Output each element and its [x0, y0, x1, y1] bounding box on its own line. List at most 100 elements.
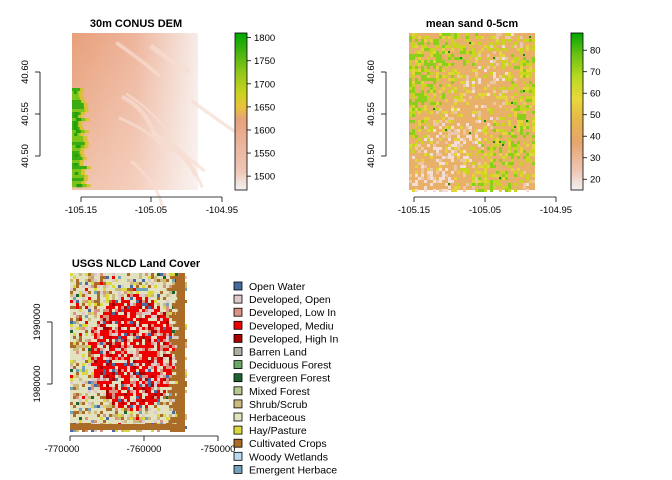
- nlcd-raster-cell: [139, 381, 142, 384]
- nlcd-raster-cell: [166, 384, 169, 387]
- nlcd-raster-cell: [163, 276, 166, 279]
- sand-raster-cell: [502, 48, 505, 51]
- nlcd-raster-cell: [91, 348, 94, 351]
- nlcd-raster-cell: [88, 279, 91, 282]
- sand-raster-cell: [457, 144, 460, 147]
- sand-raster-cell: [415, 165, 418, 168]
- sand-raster-cell: [508, 102, 511, 105]
- sand-raster-cell: [451, 63, 454, 66]
- sand-raster-cell: [433, 144, 436, 147]
- nlcd-raster-cell: [115, 309, 118, 312]
- nlcd-raster-cell: [177, 414, 185, 417]
- nlcd-raster-cell: [133, 309, 136, 312]
- sand-raster-cell: [463, 99, 466, 102]
- nlcd-raster-cell: [100, 339, 103, 342]
- sand-raster-cell: [499, 96, 502, 99]
- sand-raster-cell: [502, 129, 505, 132]
- nlcd-raster-cell: [97, 282, 100, 285]
- sand-raster-cell: [487, 123, 490, 126]
- nlcd-raster-cell: [88, 390, 91, 393]
- nlcd-raster-cell: [127, 330, 130, 333]
- sand-raster-cell: [457, 75, 460, 78]
- nlcd-raster-cell: [112, 414, 115, 417]
- nlcd-raster-cell: [91, 384, 94, 387]
- nlcd-raster-cell: [175, 336, 178, 339]
- nlcd-raster-cell: [130, 345, 133, 348]
- nlcd-raster-cell: [124, 411, 127, 414]
- nlcd-raster-cell: [154, 405, 157, 408]
- sand-raster-cell: [481, 36, 484, 39]
- nlcd-raster-cell: [106, 405, 109, 408]
- nlcd-raster-cell: [85, 408, 88, 411]
- nlcd-raster-cell: [124, 384, 127, 387]
- nlcd-raster-cell: [127, 399, 130, 402]
- nlcd-raster-cell: [151, 300, 154, 303]
- sand-raster-cell: [514, 99, 517, 102]
- nlcd-raster-cell: [160, 312, 163, 315]
- sand-raster-cell: [442, 48, 445, 51]
- nlcd-raster-cell: [127, 333, 130, 336]
- sand-raster-cell: [493, 60, 496, 63]
- nlcd-raster-cell: [151, 315, 154, 318]
- sand-raster-cell: [457, 45, 460, 48]
- nlcd-raster-cell: [79, 402, 82, 405]
- nlcd-raster-cell: [142, 312, 145, 315]
- sand-raster-cell: [526, 48, 529, 51]
- nlcd-raster-cell: [112, 369, 115, 372]
- nlcd-raster-cell: [79, 408, 82, 411]
- sand-raster-cell: [526, 75, 529, 78]
- nlcd-raster-cell: [139, 294, 142, 297]
- nlcd-raster-cell: [176, 279, 185, 282]
- nlcd-raster-cell: [151, 366, 154, 369]
- sand-raster-cell: [427, 75, 430, 78]
- sand-raster-cell: [523, 39, 526, 42]
- sand-raster-cell: [439, 75, 442, 78]
- nlcd-raster-cell: [118, 366, 121, 369]
- sand-raster-cell: [511, 141, 514, 144]
- nlcd-legend-label: Developed, Mediu: [249, 320, 334, 332]
- nlcd-raster-cell: [112, 399, 115, 402]
- nlcd-raster: [70, 273, 187, 432]
- sand-raster-cell: [532, 84, 535, 87]
- nlcd-raster-cell: [145, 351, 148, 354]
- sand-raster-cell: [442, 33, 445, 36]
- nlcd-raster-cell: [106, 360, 109, 363]
- nlcd-raster-cell: [100, 333, 103, 336]
- nlcd-raster-cell: [112, 333, 115, 336]
- nlcd-raster-cell: [148, 402, 151, 405]
- nlcd-raster-cell: [109, 315, 112, 318]
- sand-raster-cell: [457, 99, 460, 102]
- nlcd-raster-cell: [103, 369, 106, 372]
- sand-raster-cell: [436, 159, 439, 162]
- sand-raster-cell: [499, 57, 502, 60]
- nlcd-raster-cell: [70, 369, 73, 372]
- sand-raster-cell: [439, 54, 442, 57]
- nlcd-raster-cell: [73, 288, 76, 291]
- sand-raster-cell: [523, 72, 526, 75]
- nlcd-raster-cell: [130, 366, 133, 369]
- sand-raster-cell: [415, 105, 418, 108]
- nlcd-raster-cell: [127, 297, 130, 300]
- nlcd-raster-cell: [85, 333, 88, 336]
- sand-raster-cell: [493, 153, 496, 156]
- nlcd-raster-cell: [139, 339, 142, 342]
- nlcd-raster-cell: [157, 372, 160, 375]
- nlcd-raster-cell: [109, 408, 112, 411]
- nlcd-raster-cell: [184, 327, 187, 330]
- sand-raster-cell: [505, 132, 508, 135]
- nlcd-raster-cell: [70, 381, 73, 384]
- nlcd-raster-cell: [163, 282, 166, 285]
- sand-raster-cell: [424, 69, 427, 72]
- nlcd-raster-cell: [118, 354, 121, 357]
- sand-title: mean sand 0-5cm: [426, 18, 519, 30]
- nlcd-raster-cell: [184, 282, 187, 285]
- nlcd-raster-cell: [184, 426, 187, 429]
- sand-raster-cell: [532, 147, 535, 150]
- nlcd-raster-cell: [100, 387, 103, 390]
- nlcd-raster-cell: [142, 387, 145, 390]
- nlcd-raster-cell: [169, 429, 185, 432]
- sand-raster-cell: [484, 87, 487, 90]
- nlcd-raster-cell: [76, 285, 79, 288]
- sand-raster-cell: [496, 123, 499, 126]
- sand-raster-cell: [448, 126, 451, 129]
